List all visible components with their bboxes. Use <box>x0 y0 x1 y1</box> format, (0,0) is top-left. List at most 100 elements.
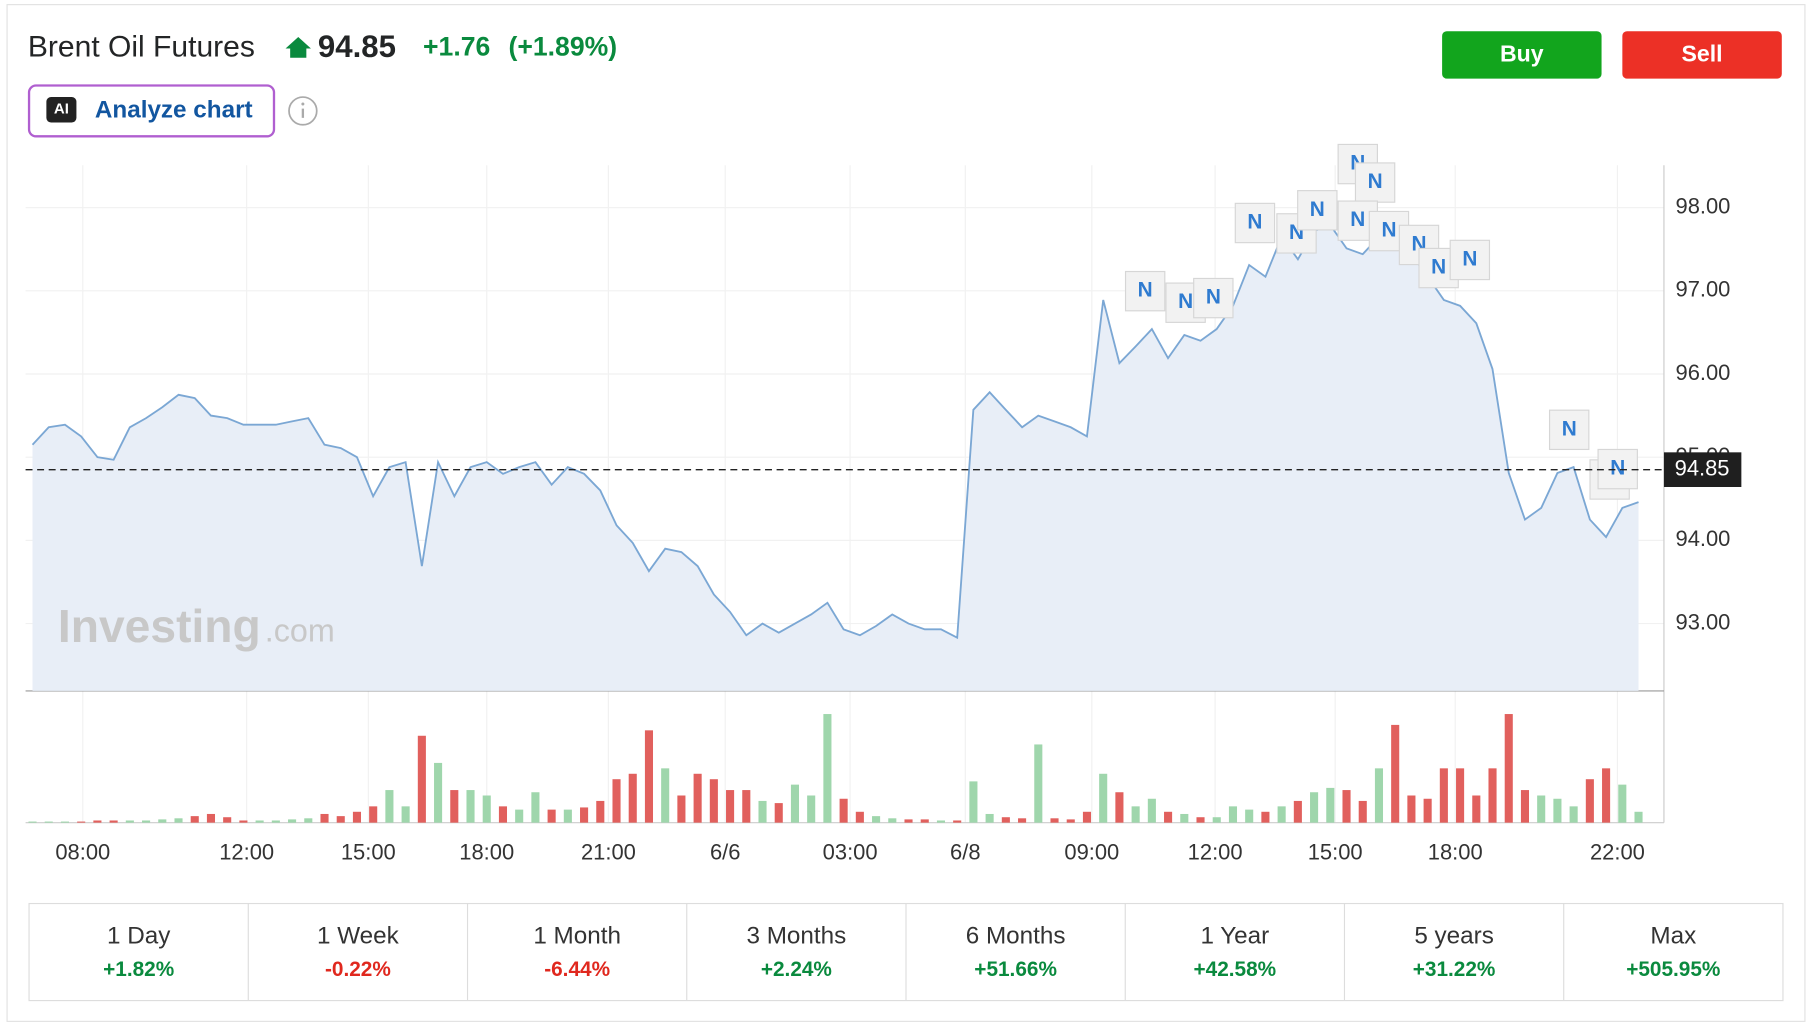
volume-bar <box>1456 768 1465 823</box>
x-tick-label: 08:00 <box>55 840 110 865</box>
news-marker <box>1297 190 1338 231</box>
ai-icon <box>46 97 77 123</box>
x-tick-label: 09:00 <box>1064 840 1119 865</box>
buy-label: Buy <box>1500 41 1544 67</box>
period-change: +42.58% <box>1194 958 1277 981</box>
watermark-suffix: .com <box>265 613 335 649</box>
period-name: 6 Months <box>966 922 1066 949</box>
volume-bar <box>1342 790 1351 823</box>
period-change: +505.95% <box>1626 958 1720 981</box>
volume-bar <box>1099 773 1108 823</box>
volume-bar <box>1423 798 1432 823</box>
period-cell[interactable] <box>29 904 248 1001</box>
period-change: -6.44% <box>544 958 610 981</box>
x-tick-label: 12:00 <box>219 840 274 865</box>
volume-bar <box>206 813 216 823</box>
volume-bar <box>1131 806 1140 823</box>
volume-bar <box>1472 795 1481 823</box>
period-cell[interactable] <box>1564 904 1783 1001</box>
y-tick-label: 97.00 <box>1676 277 1731 302</box>
volume-bar <box>1358 800 1367 823</box>
volume-bar <box>953 820 962 823</box>
x-tick-label: 21:00 <box>581 840 636 865</box>
volume-bar <box>385 790 394 823</box>
volume-bar <box>774 803 783 823</box>
analyze-button[interactable] <box>27 84 276 138</box>
volume-bar <box>709 779 718 823</box>
volume-bar <box>726 790 735 823</box>
volume-bar <box>288 819 297 823</box>
news-marker-label: N <box>1247 210 1262 233</box>
volume-bar <box>1407 795 1416 823</box>
volume-bar <box>174 818 183 823</box>
x-tick-label: 18:00 <box>459 840 514 865</box>
x-tick-label: 03:00 <box>823 840 878 865</box>
period-cell[interactable] <box>906 904 1125 1001</box>
volume-bar <box>1245 809 1254 823</box>
volume-bar <box>628 773 637 823</box>
volume-bar <box>352 811 362 823</box>
sell-label: Sell <box>1682 41 1723 67</box>
period-change: +31.22% <box>1413 958 1496 981</box>
period-cell[interactable] <box>248 904 467 1001</box>
news-marker <box>1548 409 1590 451</box>
volume-bar <box>985 813 994 823</box>
news-marker-label: N <box>1610 457 1625 480</box>
volume-bar <box>434 762 443 823</box>
watermark: Investing <box>58 600 261 652</box>
volume-bar <box>417 735 426 823</box>
volume-bar <box>304 818 313 823</box>
volume-bar <box>1115 792 1124 823</box>
plot: 93.0094.0095.0096.0097.0098.0008:0012:00… <box>25 143 1742 865</box>
period-table: 1 Day +1.82% 1 Week -0.22% 1 Month -6.44% 3 Mo… <box>28 902 1784 1002</box>
period-cell[interactable] <box>1344 904 1563 1001</box>
news-marker-label: N <box>1431 256 1446 279</box>
volume-bar <box>872 816 881 823</box>
volume-bar <box>1504 714 1513 823</box>
volume-bar <box>1326 787 1335 823</box>
period-cell[interactable] <box>687 904 906 1001</box>
volume-bar <box>401 806 410 823</box>
volume-bar <box>369 806 378 823</box>
volume-bar <box>1585 779 1594 823</box>
volume-bar <box>969 781 978 823</box>
volume-bar <box>450 790 459 823</box>
period-change: +1.82% <box>103 958 174 981</box>
buy-button[interactable] <box>1442 31 1602 79</box>
volume-bar <box>1374 768 1384 823</box>
news-marker <box>1124 270 1166 312</box>
volume-bar <box>1212 817 1221 823</box>
period-cell[interactable] <box>468 904 687 1001</box>
volume-bar <box>1066 819 1075 823</box>
sell-button[interactable] <box>1622 31 1782 79</box>
period-cell[interactable] <box>1125 904 1344 1001</box>
volume-bar <box>1520 790 1530 823</box>
info-icon[interactable] <box>288 96 318 126</box>
volume-bar <box>1228 806 1238 823</box>
volume-bar <box>336 816 345 823</box>
volume-bar <box>1569 806 1578 823</box>
volume-bar <box>515 809 524 823</box>
news-marker <box>1449 239 1491 281</box>
volume-bar <box>1001 817 1010 823</box>
x-tick-label: 15:00 <box>1308 840 1363 865</box>
volume-bar <box>1164 811 1173 823</box>
last-price-label: 94.85 <box>1675 455 1730 480</box>
last-price-box <box>1663 452 1742 487</box>
volume-bar <box>677 795 686 823</box>
volume-bar <box>1034 744 1043 823</box>
period-name: 5 years <box>1414 922 1494 949</box>
volume-bar <box>44 821 53 823</box>
info-dot <box>301 102 305 106</box>
volume-bar <box>60 821 70 823</box>
y-tick-label: 98.00 <box>1676 193 1731 218</box>
volume-bar <box>320 813 329 823</box>
volume-bar <box>28 821 37 823</box>
y-tick-label: 94.00 <box>1676 526 1731 551</box>
change: +1.76 <box>423 32 490 62</box>
volume-bar <box>644 730 654 823</box>
volume-bar <box>531 792 540 823</box>
volume-bar <box>1310 792 1319 823</box>
volume-bar <box>904 819 913 823</box>
